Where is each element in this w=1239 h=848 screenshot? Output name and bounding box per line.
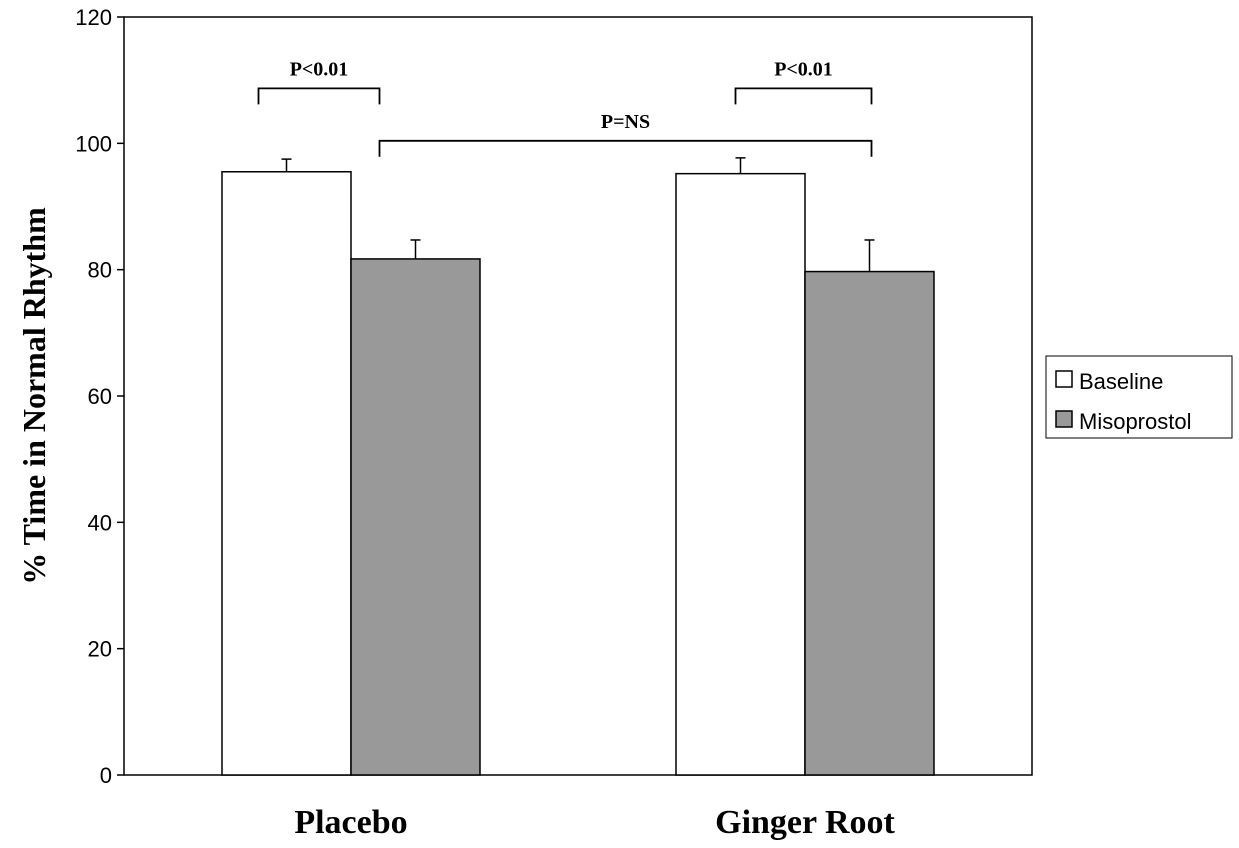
y-tick-label: 80 bbox=[88, 258, 112, 283]
y-axis: 0 20 40 60 80 100 120 bbox=[75, 5, 124, 788]
legend-swatch-baseline bbox=[1055, 370, 1073, 388]
bar-misoprostol-1 bbox=[804, 270, 935, 776]
legend: Baseline Misoprostol bbox=[1045, 355, 1233, 439]
legend-label-baseline: Baseline bbox=[1079, 369, 1163, 394]
category-labels: Placebo Ginger Root bbox=[294, 804, 895, 841]
sig-ginger-bracket bbox=[734, 87, 873, 105]
y-tick-label: 120 bbox=[75, 5, 112, 30]
category-label: Ginger Root bbox=[715, 804, 895, 841]
legend-swatch-misoprostol bbox=[1055, 410, 1073, 428]
y-tick-label: 100 bbox=[75, 131, 112, 156]
y-tick-label: 20 bbox=[88, 637, 112, 662]
bar-baseline-0 bbox=[221, 171, 352, 776]
sig-ginger-label: P<0.01 bbox=[774, 58, 833, 80]
bars bbox=[221, 171, 935, 776]
sig-placebo-label: P<0.01 bbox=[290, 58, 349, 80]
y-tick-label: 60 bbox=[88, 384, 112, 409]
y-tick-label: 40 bbox=[88, 510, 112, 535]
category-label: Placebo bbox=[294, 804, 407, 841]
sig-between-label: P=NS bbox=[601, 111, 650, 133]
legend-box bbox=[1045, 355, 1233, 439]
bar-misoprostol-0 bbox=[350, 258, 481, 776]
error-bars bbox=[281, 157, 875, 272]
y-axis-title: % Time in Normal Rhythm bbox=[16, 207, 52, 585]
sig-placebo-bracket bbox=[257, 87, 381, 105]
legend-label-misoprostol: Misoprostol bbox=[1079, 409, 1191, 434]
significance-annotations: P<0.01 P<0.01 P=NS bbox=[257, 58, 873, 157]
sig-between-bracket bbox=[378, 139, 873, 157]
y-tick-label: 0 bbox=[100, 763, 112, 788]
bar-baseline-1 bbox=[675, 172, 806, 776]
